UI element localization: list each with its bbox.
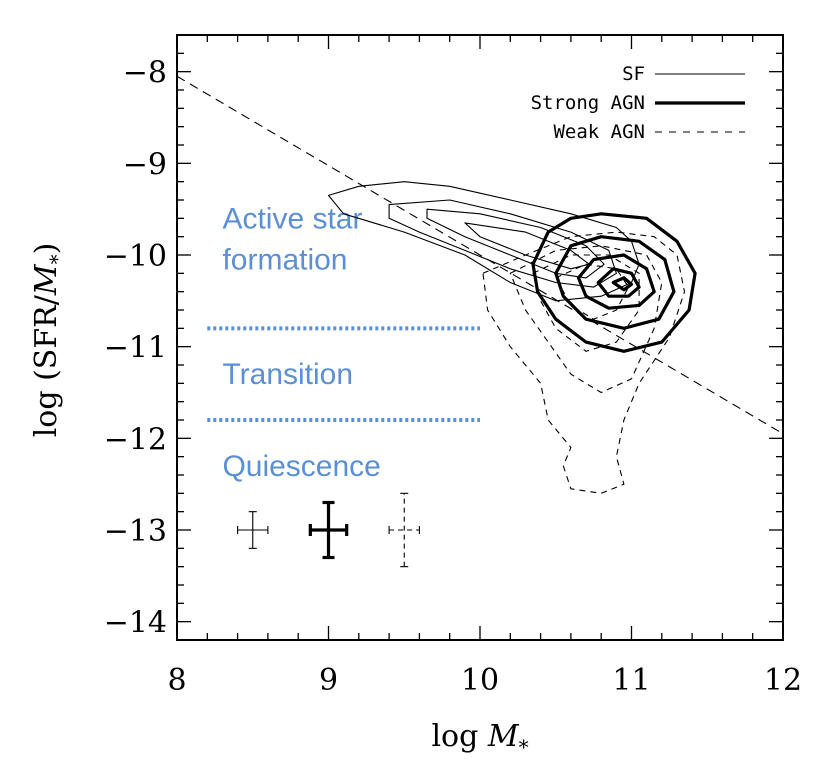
- y-tick-label: −14: [104, 606, 167, 641]
- strong-agn-contour: [576, 253, 656, 310]
- x-tick-label: 9: [319, 663, 338, 698]
- y-axis-label: log (SFR/M*): [29, 243, 69, 438]
- weak-agn-error-bar: [388, 492, 420, 568]
- region-label-transition: Transition: [222, 358, 353, 391]
- y-tick-label: −13: [104, 514, 167, 549]
- x-tick-label: 11: [612, 663, 650, 698]
- sf-contour: [327, 181, 640, 302]
- legend-label-weak-agn: Weak AGN: [553, 121, 645, 143]
- sf-error-bar: [237, 511, 269, 549]
- diagonal-dashed-line: [176, 75, 784, 435]
- y-tick-label: −9: [123, 147, 167, 182]
- y-tick-label: −10: [104, 239, 167, 274]
- strong-agn-error-bar: [308, 500, 349, 560]
- plot-frame: [176, 34, 784, 641]
- weak-agn-contour: [532, 254, 640, 352]
- weak-agn-contour: [555, 263, 630, 320]
- x-axis-label: log M*: [431, 719, 528, 759]
- region-label-active: Active star: [222, 202, 362, 235]
- strong-agn-contour: [531, 212, 697, 353]
- y-tick-label: −11: [104, 331, 167, 366]
- sf-contour: [426, 208, 605, 279]
- strong-agn-contour: [554, 235, 676, 330]
- x-tick-label: 12: [764, 663, 802, 698]
- y-tick-label: −12: [104, 422, 167, 457]
- weak-agn-contour: [509, 245, 663, 394]
- sf-contour: [388, 199, 617, 288]
- x-tick-label: 10: [461, 663, 499, 698]
- region-label-quiescence: Quiescence: [222, 450, 380, 483]
- strong-agn-contour: [611, 276, 634, 292]
- region-label-active: formation: [222, 244, 347, 277]
- legend-label-sf: SF: [622, 63, 645, 85]
- x-tick-label: 8: [167, 663, 186, 698]
- legend-label-strong-agn: Strong AGN: [531, 92, 645, 114]
- y-tick-label: −8: [123, 56, 167, 91]
